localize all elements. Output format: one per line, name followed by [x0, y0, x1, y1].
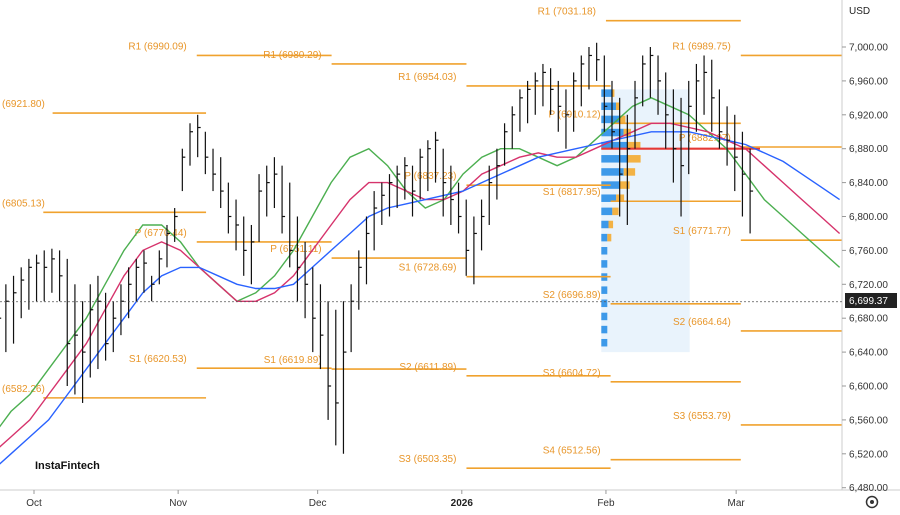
ma-line-2	[0, 131, 840, 465]
y-tick-label: 6,560.00	[849, 415, 888, 426]
pivot-levels: R2 (7092.61)R1 (7031.18)R1 (6990.09)R1 (…	[2, 7, 842, 470]
pivot-label: (6921.80)	[2, 99, 45, 110]
pivot-label: S2 (6664.64)	[673, 317, 731, 328]
brand-logo: InstaFintech	[35, 460, 100, 472]
pivot-label: P (6837.23)	[404, 171, 456, 182]
pivot-label: R1 (6980.29)	[263, 50, 321, 61]
pivot-label: S3 (6604.72)	[543, 368, 601, 379]
profile-bar-buy	[601, 89, 613, 97]
profile-bar-buy	[601, 220, 609, 229]
x-tick-label: 2026	[451, 498, 474, 509]
pivot-label: S3 (6553.79)	[673, 411, 731, 422]
pivot-label: S2 (6611.89)	[399, 362, 456, 373]
profile-bar-sell	[627, 155, 641, 163]
profile-bar-buy	[601, 286, 608, 294]
pivot-label: S1 (6817.95)	[543, 187, 601, 198]
pivot-label: P (6751.11)	[270, 244, 321, 255]
profile-bar-buy	[601, 194, 617, 202]
pivot-label: R1 (6954.03)	[398, 72, 456, 83]
pivot-label: S1 (6620.53)	[129, 354, 187, 365]
current-price-label: 6,699.37	[849, 296, 888, 307]
pivot-label: S1 (6728.69)	[399, 263, 457, 274]
profile-bar-buy	[601, 168, 624, 176]
y-tick-label: 6,720.00	[849, 280, 888, 291]
pivot-label: R1 (7031.18)	[538, 7, 596, 18]
y-tick-label: 6,600.00	[849, 382, 888, 393]
y-tick-label: 6,800.00	[849, 212, 888, 223]
profile-bar-sell	[612, 89, 615, 97]
y-tick-label: 6,480.00	[849, 483, 888, 494]
profile-bar-buy	[601, 207, 613, 216]
profile-bar-buy	[601, 141, 628, 150]
y-tick-label: 6,840.00	[849, 178, 888, 189]
x-tick-label: Oct	[26, 498, 42, 509]
profile-bar-buy	[601, 260, 608, 268]
x-tick-label: Nov	[169, 498, 187, 509]
y-tick-label: 6,640.00	[849, 348, 888, 359]
profile-bar-buy	[601, 312, 608, 321]
pivot-label: P (6770.44)	[135, 228, 187, 239]
profile-bar-sell	[619, 115, 626, 124]
profile-bar-sell	[615, 102, 620, 111]
y-tick-label: 6,520.00	[849, 449, 888, 460]
pivot-label: P (6882.07)	[679, 133, 731, 144]
profile-bar-sell	[608, 220, 614, 229]
pivot-label: S2 (6696.89)	[543, 290, 601, 301]
pivot-label: P (6910.12)	[549, 109, 601, 120]
pivot-label: S1 (6771.77)	[673, 226, 731, 237]
x-tick-label: Feb	[597, 498, 615, 509]
y-tick-label: 6,960.00	[849, 76, 888, 87]
profile-bar-sell	[619, 181, 630, 189]
profile-bar-buy	[601, 115, 620, 124]
profile-bar-buy	[601, 338, 608, 347]
ma-line-1	[0, 122, 841, 448]
profile-bar-buy	[601, 247, 608, 255]
moving-averages	[0, 97, 841, 465]
profile-bar-buy	[601, 102, 616, 111]
profile-bar-sell	[607, 233, 612, 242]
pivot-label: (6805.13)	[2, 198, 45, 209]
x-tick-label: Mar	[728, 498, 746, 509]
profile-bar-buy	[601, 299, 608, 308]
pivot-label: S4 (6512.56)	[543, 446, 601, 457]
y-tick-label: 6,760.00	[849, 246, 888, 257]
y-tick-label: 6,920.00	[849, 110, 888, 121]
pivot-label: R1 (6989.75)	[672, 41, 730, 52]
current-price-box	[845, 293, 897, 308]
currency-label[interactable]: USD	[849, 6, 870, 17]
y-tick-label: 6,680.00	[849, 314, 888, 325]
profile-bar-sell	[627, 141, 641, 150]
x-tick-label: Dec	[309, 498, 327, 509]
pivot-label: (6582.26)	[2, 384, 45, 395]
profile-bar-buy	[601, 233, 608, 242]
pivot-label: S1 (6619.89)	[264, 355, 322, 366]
profile-bar-sell	[612, 207, 619, 216]
ohlc-bars	[0, 42, 754, 454]
gear-icon[interactable]	[865, 495, 879, 509]
pivot-label: S3 (6503.35)	[399, 454, 457, 465]
y-tick-label: 6,880.00	[849, 144, 888, 155]
pivot-label: R1 (6990.09)	[128, 41, 186, 52]
y-tick-label: 7,000.00	[849, 43, 888, 54]
ma-line-0	[0, 97, 841, 428]
profile-bar-buy	[601, 155, 628, 163]
profile-bar-buy	[601, 325, 608, 334]
profile-bar-sell	[623, 168, 636, 176]
